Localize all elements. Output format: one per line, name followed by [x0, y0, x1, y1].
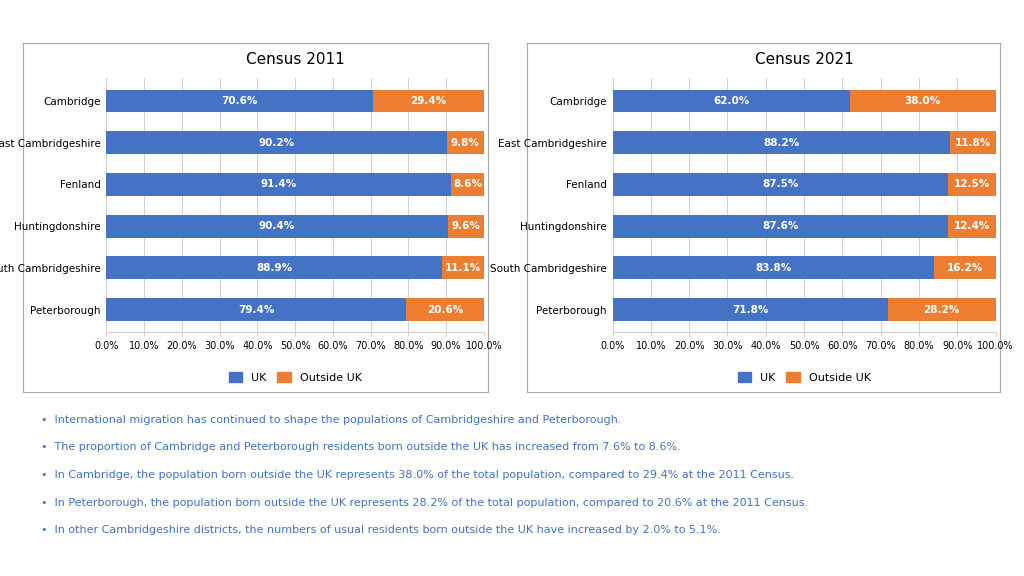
Text: 38.0%: 38.0% [905, 96, 941, 106]
Bar [373, 89, 483, 112]
Bar [888, 298, 995, 321]
Text: 88.2%: 88.2% [763, 138, 800, 147]
Text: 88.9%: 88.9% [256, 263, 292, 273]
Bar [452, 173, 483, 196]
Text: 9.6%: 9.6% [452, 221, 480, 231]
Bar [106, 298, 407, 321]
Text: 90.2%: 90.2% [258, 138, 295, 147]
Text: 91.4%: 91.4% [261, 179, 297, 190]
Text: 11.1%: 11.1% [444, 263, 481, 273]
Text: 70.6%: 70.6% [221, 96, 258, 106]
Bar [106, 215, 447, 237]
Text: 16.2%: 16.2% [946, 263, 983, 273]
Text: •  In other Cambridgeshire districts, the numbers of usual residents born outsid: • In other Cambridgeshire districts, the… [41, 525, 721, 535]
Text: Percent of population by country of birth, Census 2011 and 2021: Percent of population by country of birt… [12, 12, 649, 30]
Text: 79.4%: 79.4% [238, 305, 274, 314]
Text: 11.8%: 11.8% [955, 138, 991, 147]
Title: Census 2011: Census 2011 [246, 52, 344, 67]
Title: Census 2021: Census 2021 [755, 52, 853, 67]
Legend: UK, Outside UK: UK, Outside UK [737, 373, 870, 383]
Bar [612, 256, 934, 279]
Text: •  The proportion of Cambridge and Peterborough residents born outside the UK ha: • The proportion of Cambridge and Peterb… [41, 442, 681, 452]
Bar [106, 131, 446, 154]
Bar [612, 215, 948, 237]
Bar [442, 256, 483, 279]
Bar [612, 173, 948, 196]
Bar [612, 89, 850, 112]
Text: 83.8%: 83.8% [755, 263, 792, 273]
Text: 87.6%: 87.6% [762, 221, 799, 231]
Legend: UK, Outside UK: UK, Outside UK [228, 373, 361, 383]
Text: 87.5%: 87.5% [762, 179, 799, 190]
Bar [447, 215, 483, 237]
Bar [950, 131, 995, 154]
Bar [407, 298, 483, 321]
Text: 28.2%: 28.2% [924, 305, 959, 314]
Bar [612, 131, 950, 154]
Bar [948, 215, 995, 237]
Text: 9.8%: 9.8% [451, 138, 479, 147]
Bar [106, 173, 452, 196]
Text: 29.4%: 29.4% [411, 96, 446, 106]
Text: 90.4%: 90.4% [259, 221, 295, 231]
Text: 8.6%: 8.6% [453, 179, 482, 190]
Bar [850, 89, 995, 112]
Text: 62.0%: 62.0% [713, 96, 750, 106]
Bar [106, 256, 442, 279]
Bar [106, 89, 373, 112]
Text: •  International migration has continued to shape the populations of Cambridgesh: • International migration has continued … [41, 415, 622, 425]
Text: 71.8%: 71.8% [732, 305, 768, 314]
Text: 20.6%: 20.6% [427, 305, 463, 314]
Text: •  In Peterborough, the population born outside the UK represents 28.2% of the t: • In Peterborough, the population born o… [41, 498, 808, 507]
Bar [446, 131, 483, 154]
Text: •  In Cambridge, the population born outside the UK represents 38.0% of the tota: • In Cambridge, the population born outs… [41, 470, 794, 480]
Bar [948, 173, 995, 196]
Bar [934, 256, 995, 279]
Text: 12.4%: 12.4% [953, 221, 990, 231]
Bar [612, 298, 888, 321]
Text: 12.5%: 12.5% [953, 179, 990, 190]
